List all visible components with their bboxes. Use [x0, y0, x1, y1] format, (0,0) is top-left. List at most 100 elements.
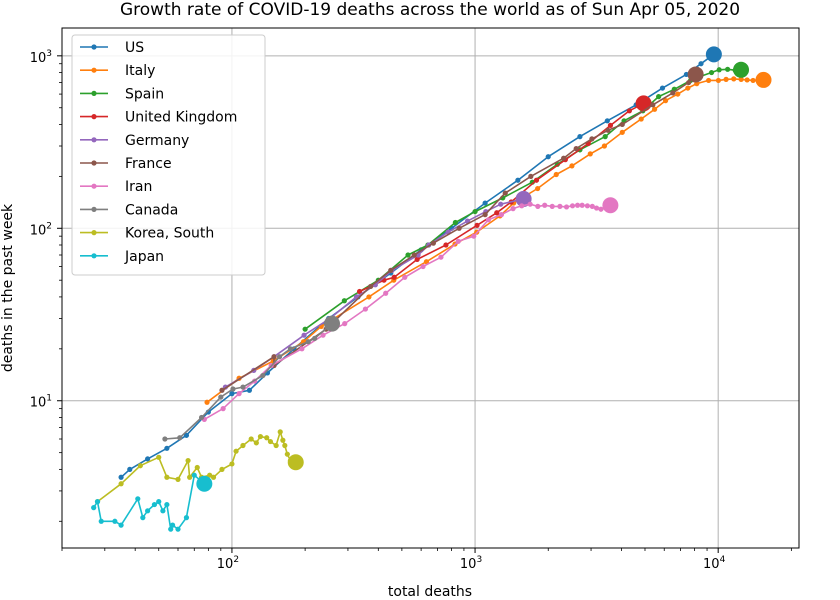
- legend-entry: Italy: [80, 63, 155, 79]
- data-point: [553, 171, 559, 178]
- data-point: [455, 238, 461, 244]
- legend-label: US: [125, 40, 144, 56]
- data-point: [683, 71, 689, 78]
- data-point: [587, 151, 593, 157]
- data-point: [626, 108, 632, 114]
- data-point: [230, 386, 236, 392]
- data-point: [472, 208, 478, 215]
- data-point: [569, 163, 575, 169]
- legend-label: France: [125, 156, 172, 172]
- data-point: [305, 339, 311, 345]
- data-point: [299, 346, 305, 352]
- data-point: [91, 505, 97, 511]
- data-point: [650, 102, 656, 108]
- latest-point-japan: [196, 475, 213, 492]
- data-point: [502, 190, 508, 196]
- data-point: [601, 143, 608, 149]
- data-point: [156, 454, 162, 460]
- data-point: [168, 526, 174, 532]
- data-point: [271, 354, 277, 360]
- data-point: [561, 155, 567, 161]
- data-point: [656, 94, 662, 100]
- data-point: [98, 518, 104, 524]
- legend-label: United Kingdom: [125, 110, 237, 126]
- data-point: [685, 85, 691, 91]
- data-point: [579, 202, 585, 208]
- data-point: [602, 134, 608, 140]
- data-point: [112, 518, 118, 524]
- legend: US Italy Spain United Kingdom Germany France I…: [71, 34, 266, 276]
- data-point: [94, 499, 101, 505]
- data-point: [542, 202, 548, 208]
- data-point: [140, 515, 146, 521]
- series-france: [219, 66, 704, 393]
- series-line-iran: [203, 203, 611, 421]
- data-point: [362, 306, 369, 312]
- data-point: [229, 461, 235, 467]
- data-point: [320, 332, 326, 338]
- data-point: [535, 185, 541, 192]
- data-point: [706, 77, 712, 84]
- data-point: [494, 210, 500, 216]
- legend-entry: Canada: [80, 202, 178, 218]
- data-point: [686, 79, 692, 86]
- data-point: [423, 259, 430, 265]
- data-point: [598, 206, 604, 212]
- data-point: [267, 438, 274, 445]
- data-point: [183, 432, 190, 438]
- legend-marker: [91, 253, 97, 259]
- legend-marker: [91, 160, 97, 166]
- data-point: [229, 391, 235, 397]
- data-point: [282, 442, 288, 449]
- data-point: [698, 61, 704, 67]
- data-point: [185, 457, 191, 464]
- series-line-korea-south: [97, 431, 296, 503]
- data-point: [240, 442, 246, 449]
- data-point: [723, 76, 729, 83]
- legend-entry: United Kingdom: [80, 110, 237, 126]
- legend-entry: Japan: [80, 249, 164, 265]
- data-point: [164, 501, 170, 508]
- data-point: [589, 203, 595, 209]
- data-point: [519, 203, 525, 209]
- data-point: [443, 242, 449, 248]
- legend-label: Japan: [124, 249, 164, 265]
- data-point: [160, 508, 166, 514]
- data-point: [183, 515, 190, 521]
- series-japan: [91, 472, 213, 532]
- legend-entry: Spain: [80, 86, 164, 102]
- data-point: [277, 429, 283, 435]
- data-point: [118, 522, 124, 528]
- data-point: [549, 203, 555, 209]
- data-point: [411, 252, 417, 258]
- data-point: [118, 481, 124, 487]
- data-point: [405, 252, 411, 258]
- legend-label: Korea, South: [125, 226, 214, 242]
- data-point: [605, 127, 611, 133]
- data-point: [191, 472, 197, 478]
- data-point: [273, 442, 279, 449]
- data-point: [198, 414, 205, 421]
- data-point: [220, 406, 226, 412]
- data-point: [164, 474, 170, 480]
- legend-label: Germany: [125, 133, 189, 149]
- plot-area: [91, 46, 772, 532]
- latest-point-iran: [602, 197, 619, 214]
- data-point: [177, 435, 183, 441]
- data-point: [145, 456, 151, 462]
- data-point: [301, 332, 307, 338]
- data-point: [452, 219, 458, 226]
- data-point: [573, 145, 579, 152]
- data-point: [302, 326, 308, 332]
- data-point: [402, 274, 408, 280]
- x-tick-label: 103: [460, 555, 482, 572]
- data-point: [156, 499, 162, 505]
- data-point: [715, 77, 722, 84]
- data-point: [414, 256, 420, 263]
- data-point: [750, 77, 756, 84]
- data-point: [391, 274, 397, 280]
- data-point: [280, 437, 286, 443]
- data-point: [420, 263, 426, 270]
- data-point: [577, 134, 583, 140]
- data-point: [438, 254, 444, 260]
